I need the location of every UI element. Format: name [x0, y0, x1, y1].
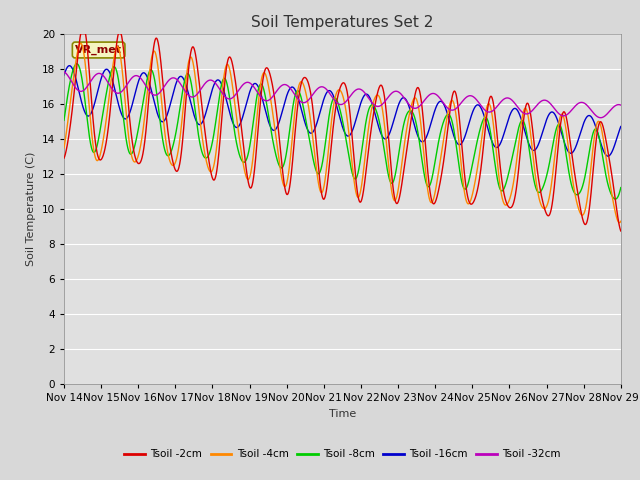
Title: Soil Temperatures Set 2: Soil Temperatures Set 2	[252, 15, 433, 30]
Legend: Tsoil -2cm, Tsoil -4cm, Tsoil -8cm, Tsoil -16cm, Tsoil -32cm: Tsoil -2cm, Tsoil -4cm, Tsoil -8cm, Tsoi…	[120, 445, 564, 464]
X-axis label: Time: Time	[329, 408, 356, 419]
Text: VR_met: VR_met	[75, 45, 122, 55]
Y-axis label: Soil Temperature (C): Soil Temperature (C)	[26, 152, 36, 266]
